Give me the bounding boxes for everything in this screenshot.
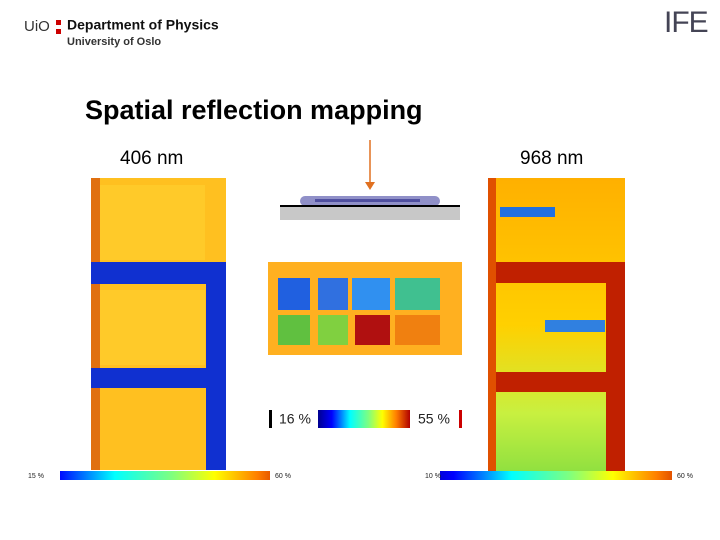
scale-tick: [269, 410, 272, 428]
colorbar: [410, 471, 700, 480]
label-box: [410, 471, 440, 480]
scale-max: 60 %: [677, 473, 693, 480]
center-map: [268, 262, 462, 355]
logo-dot: [56, 20, 61, 25]
left-map: [91, 178, 226, 470]
scale-min: 10 %: [425, 473, 441, 480]
logo-dot: [56, 29, 61, 34]
ife-logo: IFE: [664, 6, 708, 39]
scale-min: 15 %: [28, 473, 44, 480]
scale-max: 60 %: [275, 473, 291, 480]
label-box: [672, 471, 700, 480]
sample-sketch: [280, 140, 460, 220]
uio-logo: UiO: [24, 18, 50, 35]
right-label: 968 nm: [520, 148, 583, 169]
scale-min: 16 %: [279, 411, 311, 427]
scale-max: 55 %: [418, 411, 450, 427]
label-box: [15, 471, 60, 480]
label-box: [270, 471, 300, 480]
scale-tick: [459, 410, 462, 428]
colorbar: [15, 471, 300, 480]
colorbar: [318, 410, 410, 428]
title: Spatial reflection mapping: [85, 95, 423, 125]
right-map: [488, 178, 625, 472]
department: Department of Physics: [67, 17, 219, 33]
left-label: 406 nm: [120, 148, 183, 169]
university: University of Oslo: [67, 36, 161, 48]
